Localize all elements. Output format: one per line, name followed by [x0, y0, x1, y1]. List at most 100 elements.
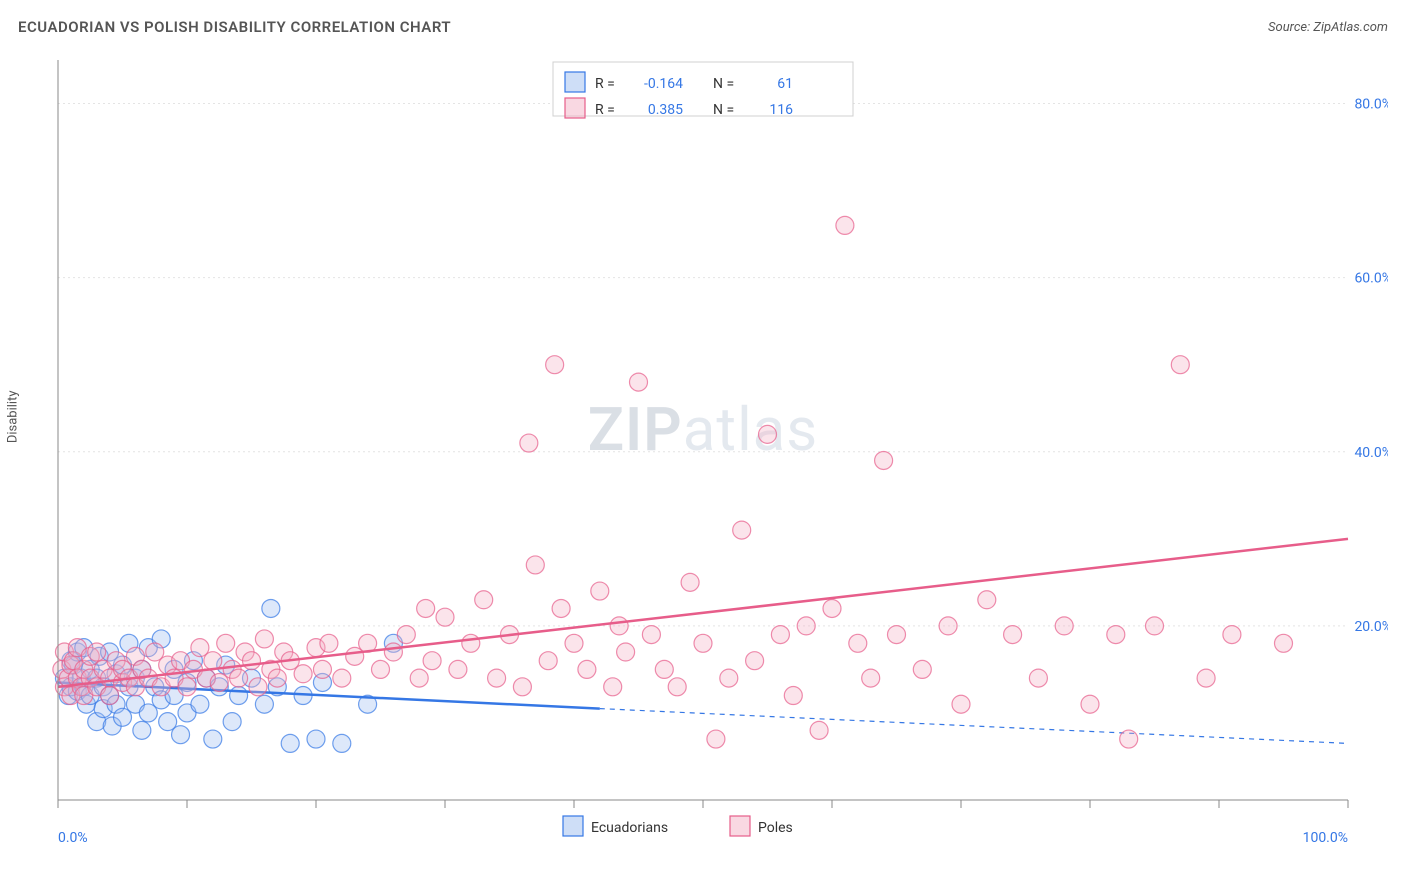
data-point [436, 608, 454, 626]
y-axis-label: Disability [6, 390, 21, 443]
data-point [397, 626, 415, 644]
data-point [133, 721, 151, 739]
data-point [268, 669, 286, 687]
data-point [720, 669, 738, 687]
svg-text:61: 61 [777, 76, 793, 92]
data-point [875, 451, 893, 469]
legend-swatch [565, 98, 585, 118]
data-point [307, 730, 325, 748]
data-point [655, 660, 673, 678]
data-point [591, 582, 609, 600]
svg-text:100.0%: 100.0% [1303, 830, 1348, 846]
data-point [565, 634, 583, 652]
data-point [552, 599, 570, 617]
data-point [320, 634, 338, 652]
data-point [630, 373, 648, 391]
data-point [888, 626, 906, 644]
data-point [681, 573, 699, 591]
data-point [462, 634, 480, 652]
trend-line [58, 539, 1348, 687]
data-point [771, 626, 789, 644]
svg-text:N =: N = [713, 102, 734, 118]
data-point [255, 695, 273, 713]
data-point [1171, 356, 1189, 374]
data-point [759, 425, 777, 443]
data-point [191, 695, 209, 713]
data-point [230, 687, 248, 705]
data-point [784, 687, 802, 705]
data-point [281, 734, 299, 752]
data-point [694, 634, 712, 652]
svg-text:R =: R = [595, 102, 615, 118]
svg-text:ZIPatlas: ZIPatlas [588, 394, 819, 465]
data-point [797, 617, 815, 635]
data-point [642, 626, 660, 644]
data-point [668, 678, 686, 696]
data-point [172, 726, 190, 744]
data-point [1055, 617, 1073, 635]
data-point [539, 652, 557, 670]
data-point [333, 734, 351, 752]
data-point [849, 634, 867, 652]
data-point [249, 678, 267, 696]
data-point [617, 643, 635, 661]
svg-text:-0.164: -0.164 [644, 76, 683, 92]
data-point [475, 591, 493, 609]
data-point [372, 660, 390, 678]
data-point [1081, 695, 1099, 713]
data-point [255, 630, 273, 648]
data-point [243, 652, 261, 670]
data-point [526, 556, 544, 574]
svg-text:60.0%: 60.0% [1354, 271, 1388, 287]
legend-swatch [563, 816, 583, 836]
data-point [952, 695, 970, 713]
data-point [1107, 626, 1125, 644]
data-point [423, 652, 441, 670]
data-point [939, 617, 957, 635]
data-point [746, 652, 764, 670]
data-point [204, 730, 222, 748]
data-point [333, 669, 351, 687]
data-point [417, 599, 435, 617]
legend-label: Poles [758, 820, 793, 836]
data-point [733, 521, 751, 539]
scatter-chart: 20.0%40.0%60.0%80.0%0.0%100.0%ZIPatlasR … [18, 50, 1388, 870]
data-point [546, 356, 564, 374]
data-point [1223, 626, 1241, 644]
source-attribution: Source: ZipAtlas.com [1268, 20, 1388, 35]
data-point [1146, 617, 1164, 635]
data-point [836, 216, 854, 234]
data-point [204, 652, 222, 670]
legend-swatch [730, 816, 750, 836]
svg-text:80.0%: 80.0% [1354, 97, 1388, 113]
data-point [520, 434, 538, 452]
data-point [978, 591, 996, 609]
data-point [1275, 634, 1293, 652]
chart-container: Disability 20.0%40.0%60.0%80.0%0.0%100.0… [18, 50, 1388, 874]
data-point [578, 660, 596, 678]
data-point [823, 599, 841, 617]
data-point [178, 678, 196, 696]
chart-title: ECUADORIAN VS POLISH DISABILITY CORRELAT… [18, 18, 451, 36]
data-point [449, 660, 467, 678]
legend-swatch [565, 72, 585, 92]
legend-label: Ecuadorians [591, 820, 668, 836]
data-point [217, 634, 235, 652]
svg-text:0.0%: 0.0% [58, 830, 88, 846]
data-point [262, 599, 280, 617]
data-point [862, 669, 880, 687]
data-point [610, 617, 628, 635]
data-point [1029, 669, 1047, 687]
data-point [488, 669, 506, 687]
data-point [707, 730, 725, 748]
data-point [1004, 626, 1022, 644]
svg-text:0.385: 0.385 [648, 102, 683, 118]
data-point [410, 669, 428, 687]
data-point [223, 713, 241, 731]
data-point [810, 721, 828, 739]
data-point [1197, 669, 1215, 687]
data-point [294, 665, 312, 683]
data-point [88, 643, 106, 661]
svg-text:40.0%: 40.0% [1354, 445, 1388, 461]
data-point [230, 669, 248, 687]
